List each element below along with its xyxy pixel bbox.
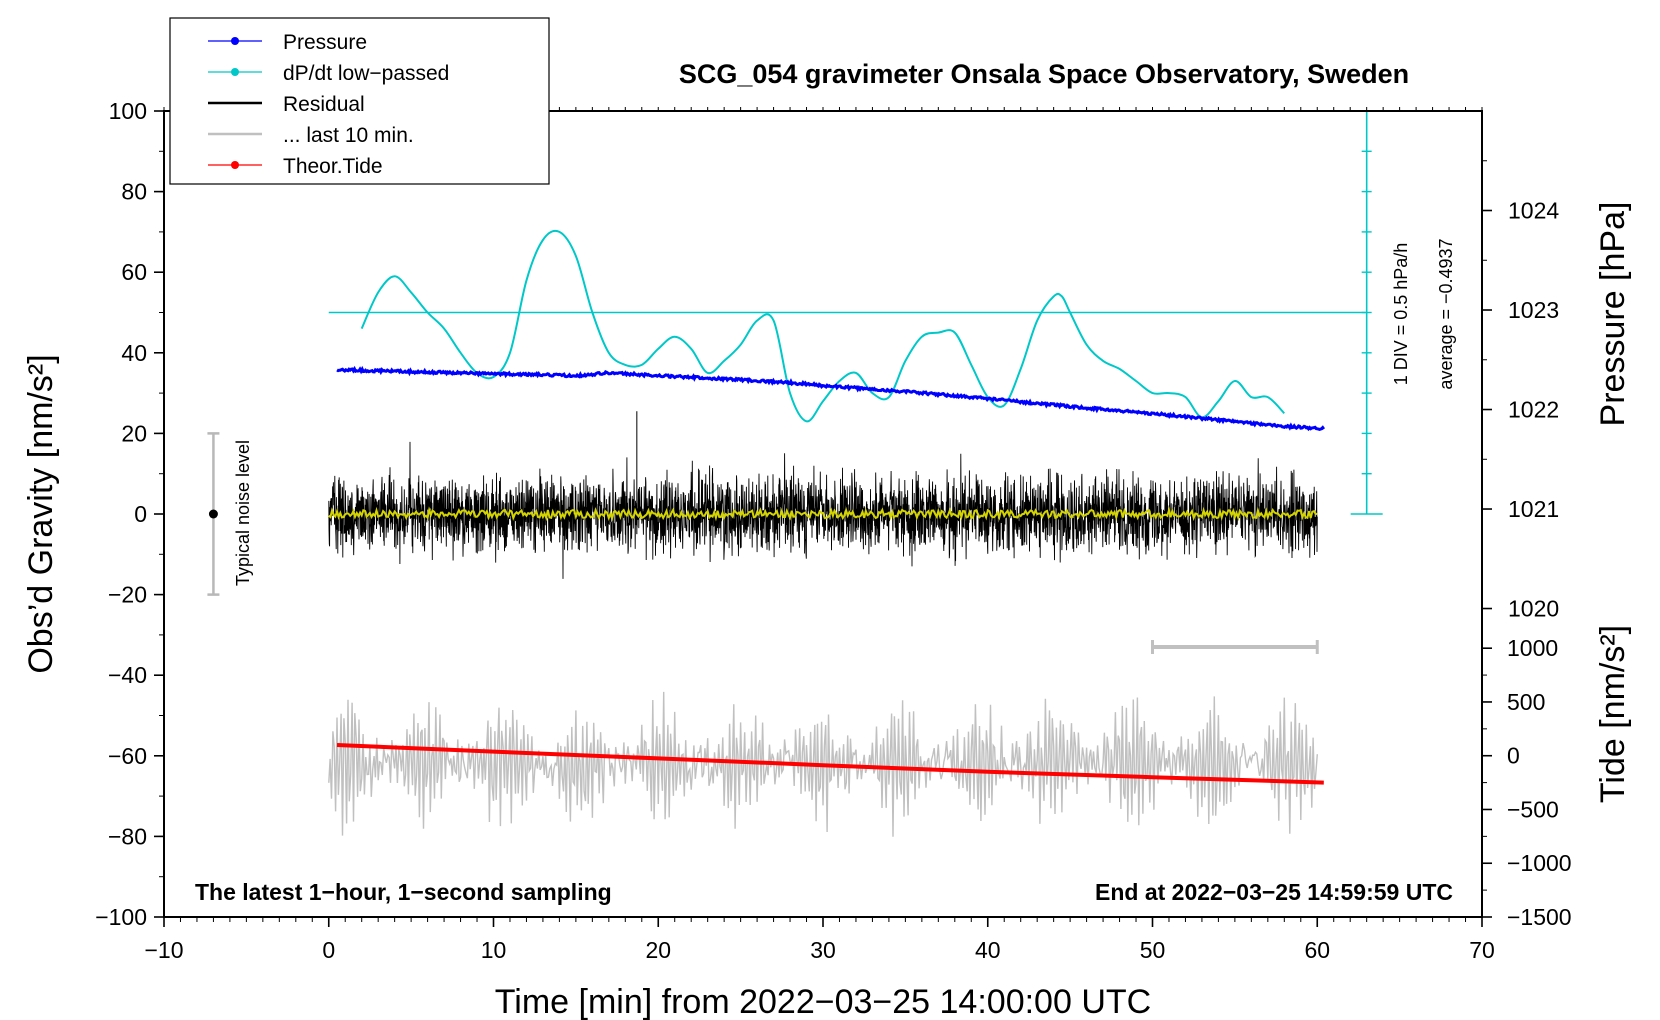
dpdt-line bbox=[360, 229, 1286, 423]
y-tick-label: 60 bbox=[121, 259, 147, 285]
legend-marker bbox=[231, 161, 239, 169]
pressure-tick-label: 1022 bbox=[1508, 397, 1559, 423]
tide-tick-label: −1000 bbox=[1507, 850, 1572, 876]
tide-tick-label: 1000 bbox=[1507, 635, 1558, 661]
legend-marker bbox=[231, 37, 239, 45]
pressure-tick-label: 1024 bbox=[1508, 198, 1559, 224]
y-axis-title: Obs’d Gravity [nm/s²] bbox=[22, 354, 60, 673]
pressure-tick-label: 1023 bbox=[1508, 297, 1559, 323]
pressure-axis-title: Pressure [hPa] bbox=[1594, 202, 1632, 427]
legend-marker bbox=[231, 68, 239, 76]
pressure-line bbox=[336, 365, 1326, 432]
y-tick-label: 20 bbox=[121, 420, 147, 446]
y-tick-label: 40 bbox=[121, 340, 147, 366]
tide-tick-label: −1500 bbox=[1507, 904, 1572, 930]
noise-bar-dot bbox=[208, 509, 218, 519]
sampling-note: The latest 1−hour, 1−second sampling bbox=[195, 879, 612, 905]
legend-box bbox=[169, 17, 550, 185]
chart-title: SCG_054 gravimeter Onsala Space Observat… bbox=[679, 59, 1409, 89]
y-tick-label: −40 bbox=[108, 662, 147, 688]
end-time-note: End at 2022−03−25 14:59:59 UTC bbox=[1095, 879, 1453, 905]
last-10-min-line bbox=[328, 691, 1318, 837]
x-tick-label: 30 bbox=[810, 937, 836, 963]
y-tick-label: −80 bbox=[108, 823, 147, 849]
tide-axis-title: Tide [nm/s²] bbox=[1594, 625, 1632, 803]
x-tick-label: 60 bbox=[1304, 937, 1330, 963]
tick-layer: −10 0 10 20 30 40 50 60 70100806040200−20−40−60−… bbox=[95, 98, 1571, 963]
noise-level-label: Typical noise level bbox=[233, 440, 253, 586]
x-tick-label: 10 bbox=[481, 937, 507, 963]
x-tick-label: 40 bbox=[975, 937, 1001, 963]
y-tick-label: 100 bbox=[109, 98, 147, 124]
pressure-tick-label: 1020 bbox=[1508, 596, 1559, 622]
x-tick-label: −10 bbox=[144, 937, 183, 963]
legend-label: Residual bbox=[283, 93, 365, 116]
x-tick-label: 20 bbox=[645, 937, 671, 963]
series-layer bbox=[207, 110, 1383, 837]
dpdt-division-label: 1 DIV = 0.5 hPa/h bbox=[1391, 243, 1411, 386]
legend-entries: Pressure dP/dt low−passed Residual ... last… bbox=[208, 31, 449, 178]
tide-tick-label: −500 bbox=[1507, 796, 1559, 822]
x-tick-label: 50 bbox=[1140, 937, 1166, 963]
tide-tick-label: 0 bbox=[1507, 743, 1520, 769]
legend-label: dP/dt low−passed bbox=[283, 62, 449, 85]
y-tick-label: 0 bbox=[134, 501, 147, 527]
y-tick-label: 80 bbox=[121, 179, 147, 205]
residual-line bbox=[328, 441, 1318, 579]
legend: Pressure dP/dt low−passed Residual ... last… bbox=[169, 17, 550, 185]
dpdt-average-label: average = −0.4937 bbox=[1436, 238, 1456, 389]
x-axis-title: Time [min] from 2022−03−25 14:00:00 UTC bbox=[495, 983, 1151, 1020]
legend-label: ... last 10 min. bbox=[283, 124, 414, 147]
legend-label: Pressure bbox=[283, 31, 367, 54]
residual-lowpass-line bbox=[328, 506, 1318, 522]
y-tick-label: −60 bbox=[108, 743, 147, 769]
pressure-tick-label: 1021 bbox=[1508, 496, 1559, 522]
legend-label: Theor.Tide bbox=[283, 155, 383, 178]
tide-tick-label: 500 bbox=[1507, 689, 1545, 715]
y-tick-label: −20 bbox=[108, 582, 147, 608]
tide-line bbox=[336, 743, 1324, 785]
y-tick-label: −100 bbox=[95, 904, 147, 930]
x-tick-label: 0 bbox=[322, 937, 335, 963]
x-tick-label: 70 bbox=[1469, 937, 1495, 963]
